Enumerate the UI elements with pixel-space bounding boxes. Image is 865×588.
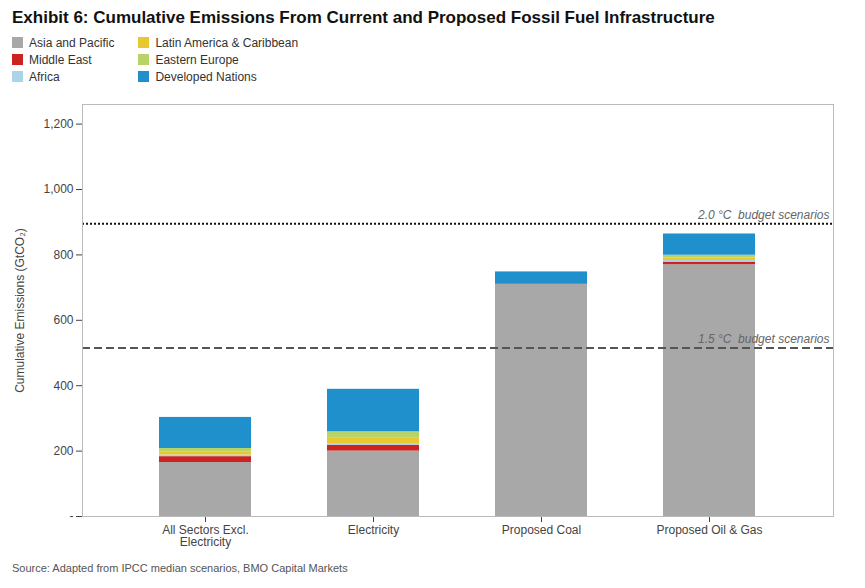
svg-text:Proposed Coal: Proposed Coal [502,523,581,537]
svg-text:All Sectors Excl.Electricity: All Sectors Excl.Electricity [162,523,249,549]
html-text:Exhibit 6: Cumulative Emission: Exhibit 6: Cumulative Emissions From Cur… [12,8,715,27]
html-text:Source: Adapted from IPCC medi: Source: Adapted from IPCC median scenari… [12,562,348,574]
html-text:Middle East: Middle East [29,53,92,67]
html-text:Latin America & Caribbean: Latin America & Caribbean [155,36,299,50]
svg-text:Proposed Oil & Gas: Proposed Oil & Gas [656,523,762,537]
svg-text:800: 800 [53,248,73,262]
svg-text:-: - [70,509,74,523]
html-text:Eastern Europe: Eastern Europe [155,53,239,67]
svg-text:2.0 °C budget scenarios: 2.0 °C budget scenarios [697,208,830,222]
svg-text:Cumulative Emissions (GtCO₂): Cumulative Emissions (GtCO₂) [13,228,27,393]
svg-text:Electricity: Electricity [348,523,399,537]
svg-text:200: 200 [53,444,73,458]
html-text:Africa: Africa [29,70,60,84]
svg-text:1.5 °C budget scenarios: 1.5 °C budget scenarios [698,332,830,346]
svg-text:400: 400 [53,379,73,393]
html-text:Developed Nations: Developed Nations [155,70,257,84]
svg-text:600: 600 [53,313,73,327]
html-text:Asia and Pacific: Asia and Pacific [29,36,115,50]
svg-text:1,000: 1,000 [43,182,73,196]
svg-text:1,200: 1,200 [43,117,73,131]
